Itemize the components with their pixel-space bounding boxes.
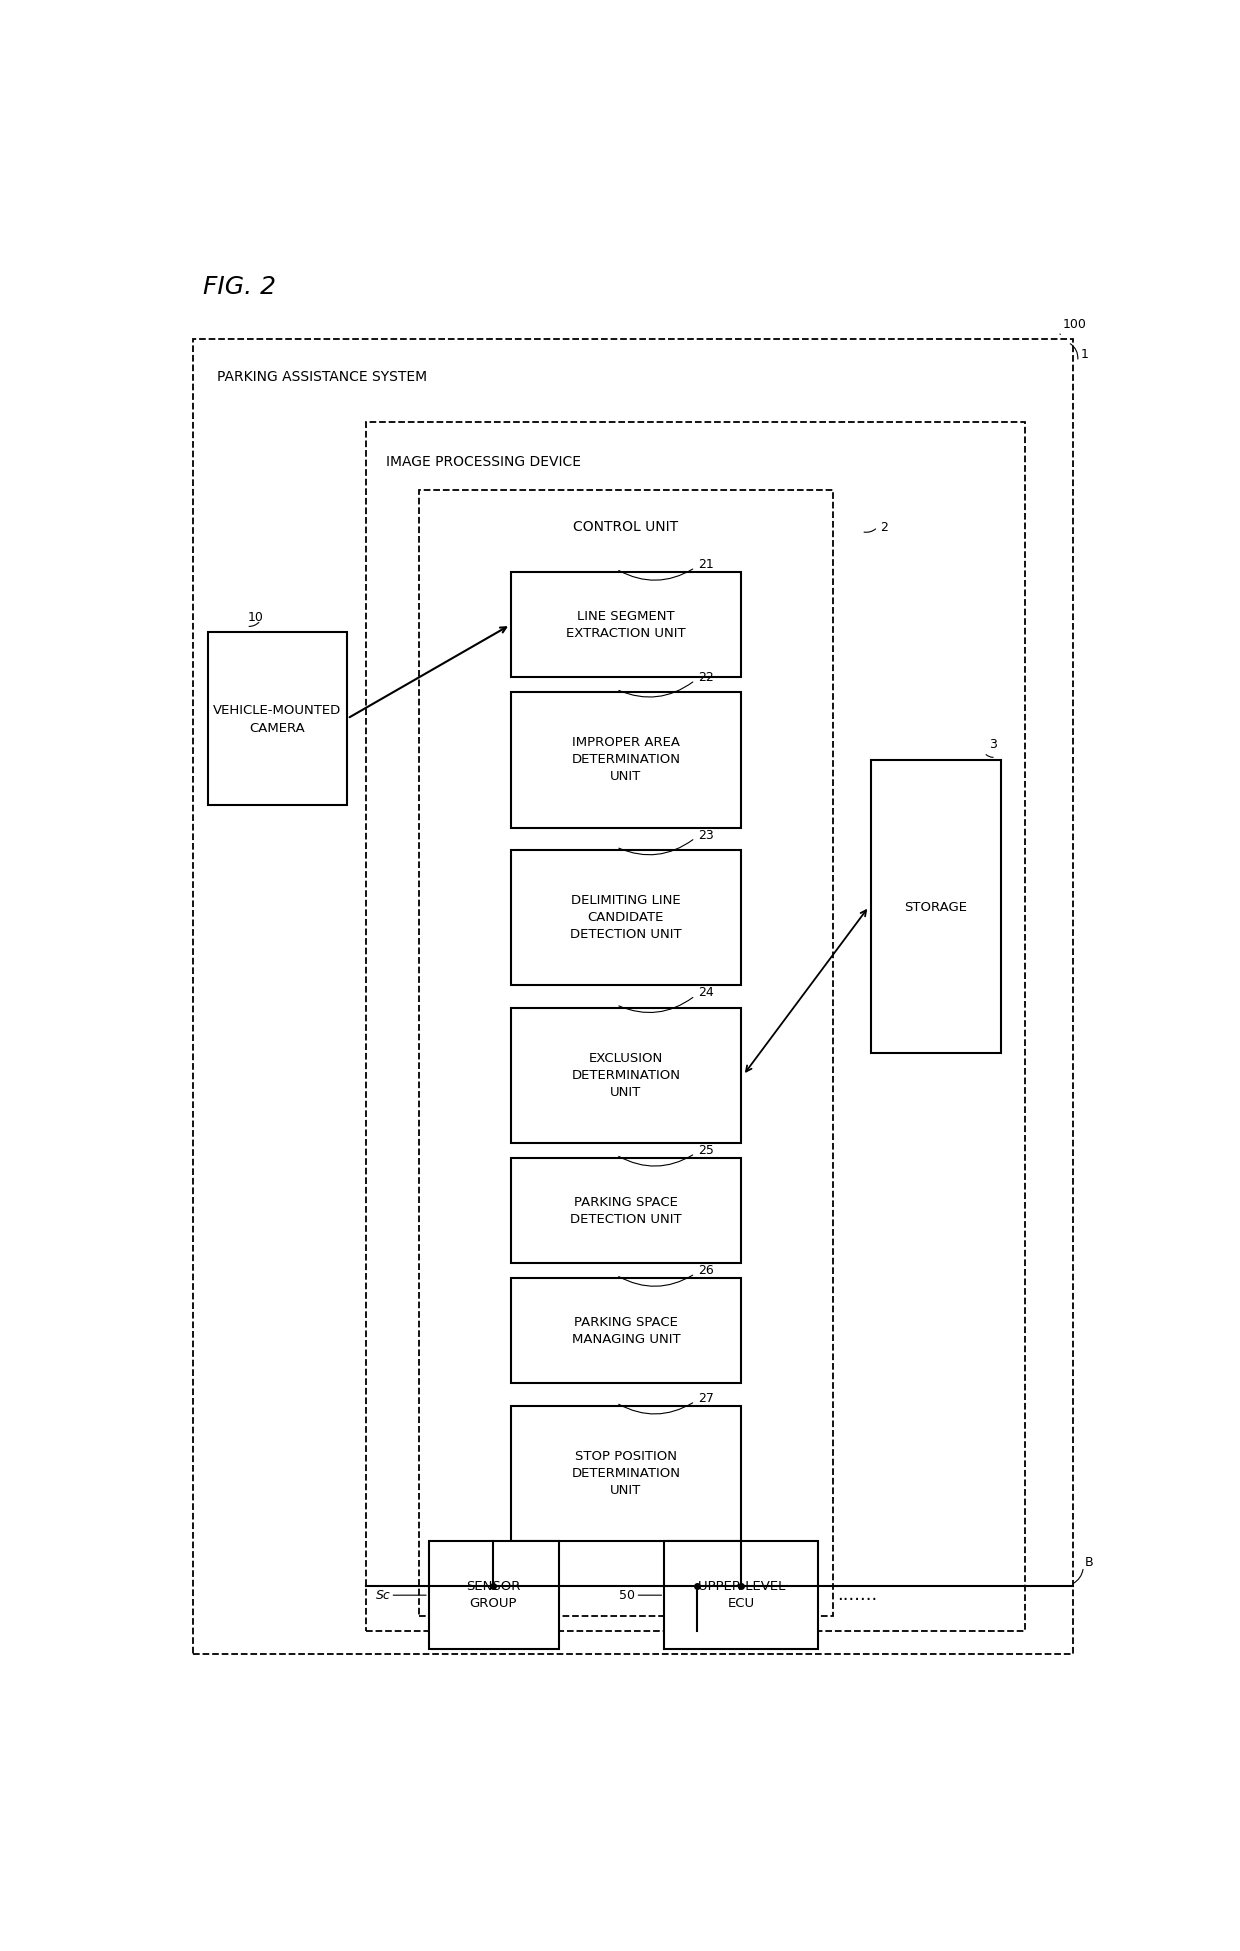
Bar [367, 421, 1024, 1631]
Text: IMAGE PROCESSING DEVICE: IMAGE PROCESSING DEVICE [386, 455, 580, 470]
Text: FIG. 2: FIG. 2 [203, 275, 277, 299]
Text: 22: 22 [698, 671, 714, 683]
Bar [419, 490, 832, 1615]
Text: Sc: Sc [376, 1588, 391, 1602]
Text: STORAGE: STORAGE [904, 901, 967, 913]
Bar [511, 1009, 742, 1143]
Text: 1: 1 [1080, 347, 1089, 361]
Bar [511, 1278, 742, 1383]
Text: UPPER LEVEL
ECU: UPPER LEVEL ECU [698, 1580, 785, 1610]
Text: 50: 50 [620, 1588, 635, 1602]
Text: CONTROL UNIT: CONTROL UNIT [573, 521, 678, 535]
Bar [208, 632, 347, 806]
Text: 10: 10 [248, 611, 264, 624]
Bar [511, 693, 742, 827]
Text: VEHICLE-MOUNTED
CAMERA: VEHICLE-MOUNTED CAMERA [213, 704, 341, 736]
Text: 3: 3 [990, 737, 997, 751]
Text: 25: 25 [698, 1143, 714, 1157]
Text: 26: 26 [698, 1264, 714, 1278]
Bar [665, 1541, 818, 1649]
Text: PARKING SPACE
MANAGING UNIT: PARKING SPACE MANAGING UNIT [572, 1315, 681, 1346]
Text: EXCLUSION
DETERMINATION
UNIT: EXCLUSION DETERMINATION UNIT [572, 1052, 681, 1098]
Bar [870, 759, 1001, 1054]
Text: DELIMITING LINE
CANDIDATE
DETECTION UNIT: DELIMITING LINE CANDIDATE DETECTION UNIT [570, 894, 682, 940]
Text: .......: ....... [837, 1586, 878, 1604]
Text: 24: 24 [698, 987, 714, 999]
Text: 100: 100 [1063, 318, 1087, 332]
Text: PARKING ASSISTANCE SYSTEM: PARKING ASSISTANCE SYSTEM [217, 371, 428, 384]
Text: IMPROPER AREA
DETERMINATION
UNIT: IMPROPER AREA DETERMINATION UNIT [572, 736, 681, 784]
Bar [511, 1159, 742, 1262]
Text: 23: 23 [698, 829, 714, 841]
Bar [511, 1407, 742, 1541]
Bar [193, 339, 1073, 1654]
Bar [511, 572, 742, 677]
Text: 2: 2 [880, 521, 888, 533]
Text: 21: 21 [698, 558, 714, 572]
Text: LINE SEGMENT
EXTRACTION UNIT: LINE SEGMENT EXTRACTION UNIT [567, 611, 686, 640]
Text: B: B [1085, 1555, 1094, 1569]
Text: STOP POSITION
DETERMINATION
UNIT: STOP POSITION DETERMINATION UNIT [572, 1450, 681, 1496]
Text: PARKING SPACE
DETECTION UNIT: PARKING SPACE DETECTION UNIT [570, 1196, 682, 1225]
Bar [429, 1541, 558, 1649]
Text: SENSOR
GROUP: SENSOR GROUP [466, 1580, 521, 1610]
Bar [511, 851, 742, 985]
Text: 27: 27 [698, 1391, 714, 1405]
